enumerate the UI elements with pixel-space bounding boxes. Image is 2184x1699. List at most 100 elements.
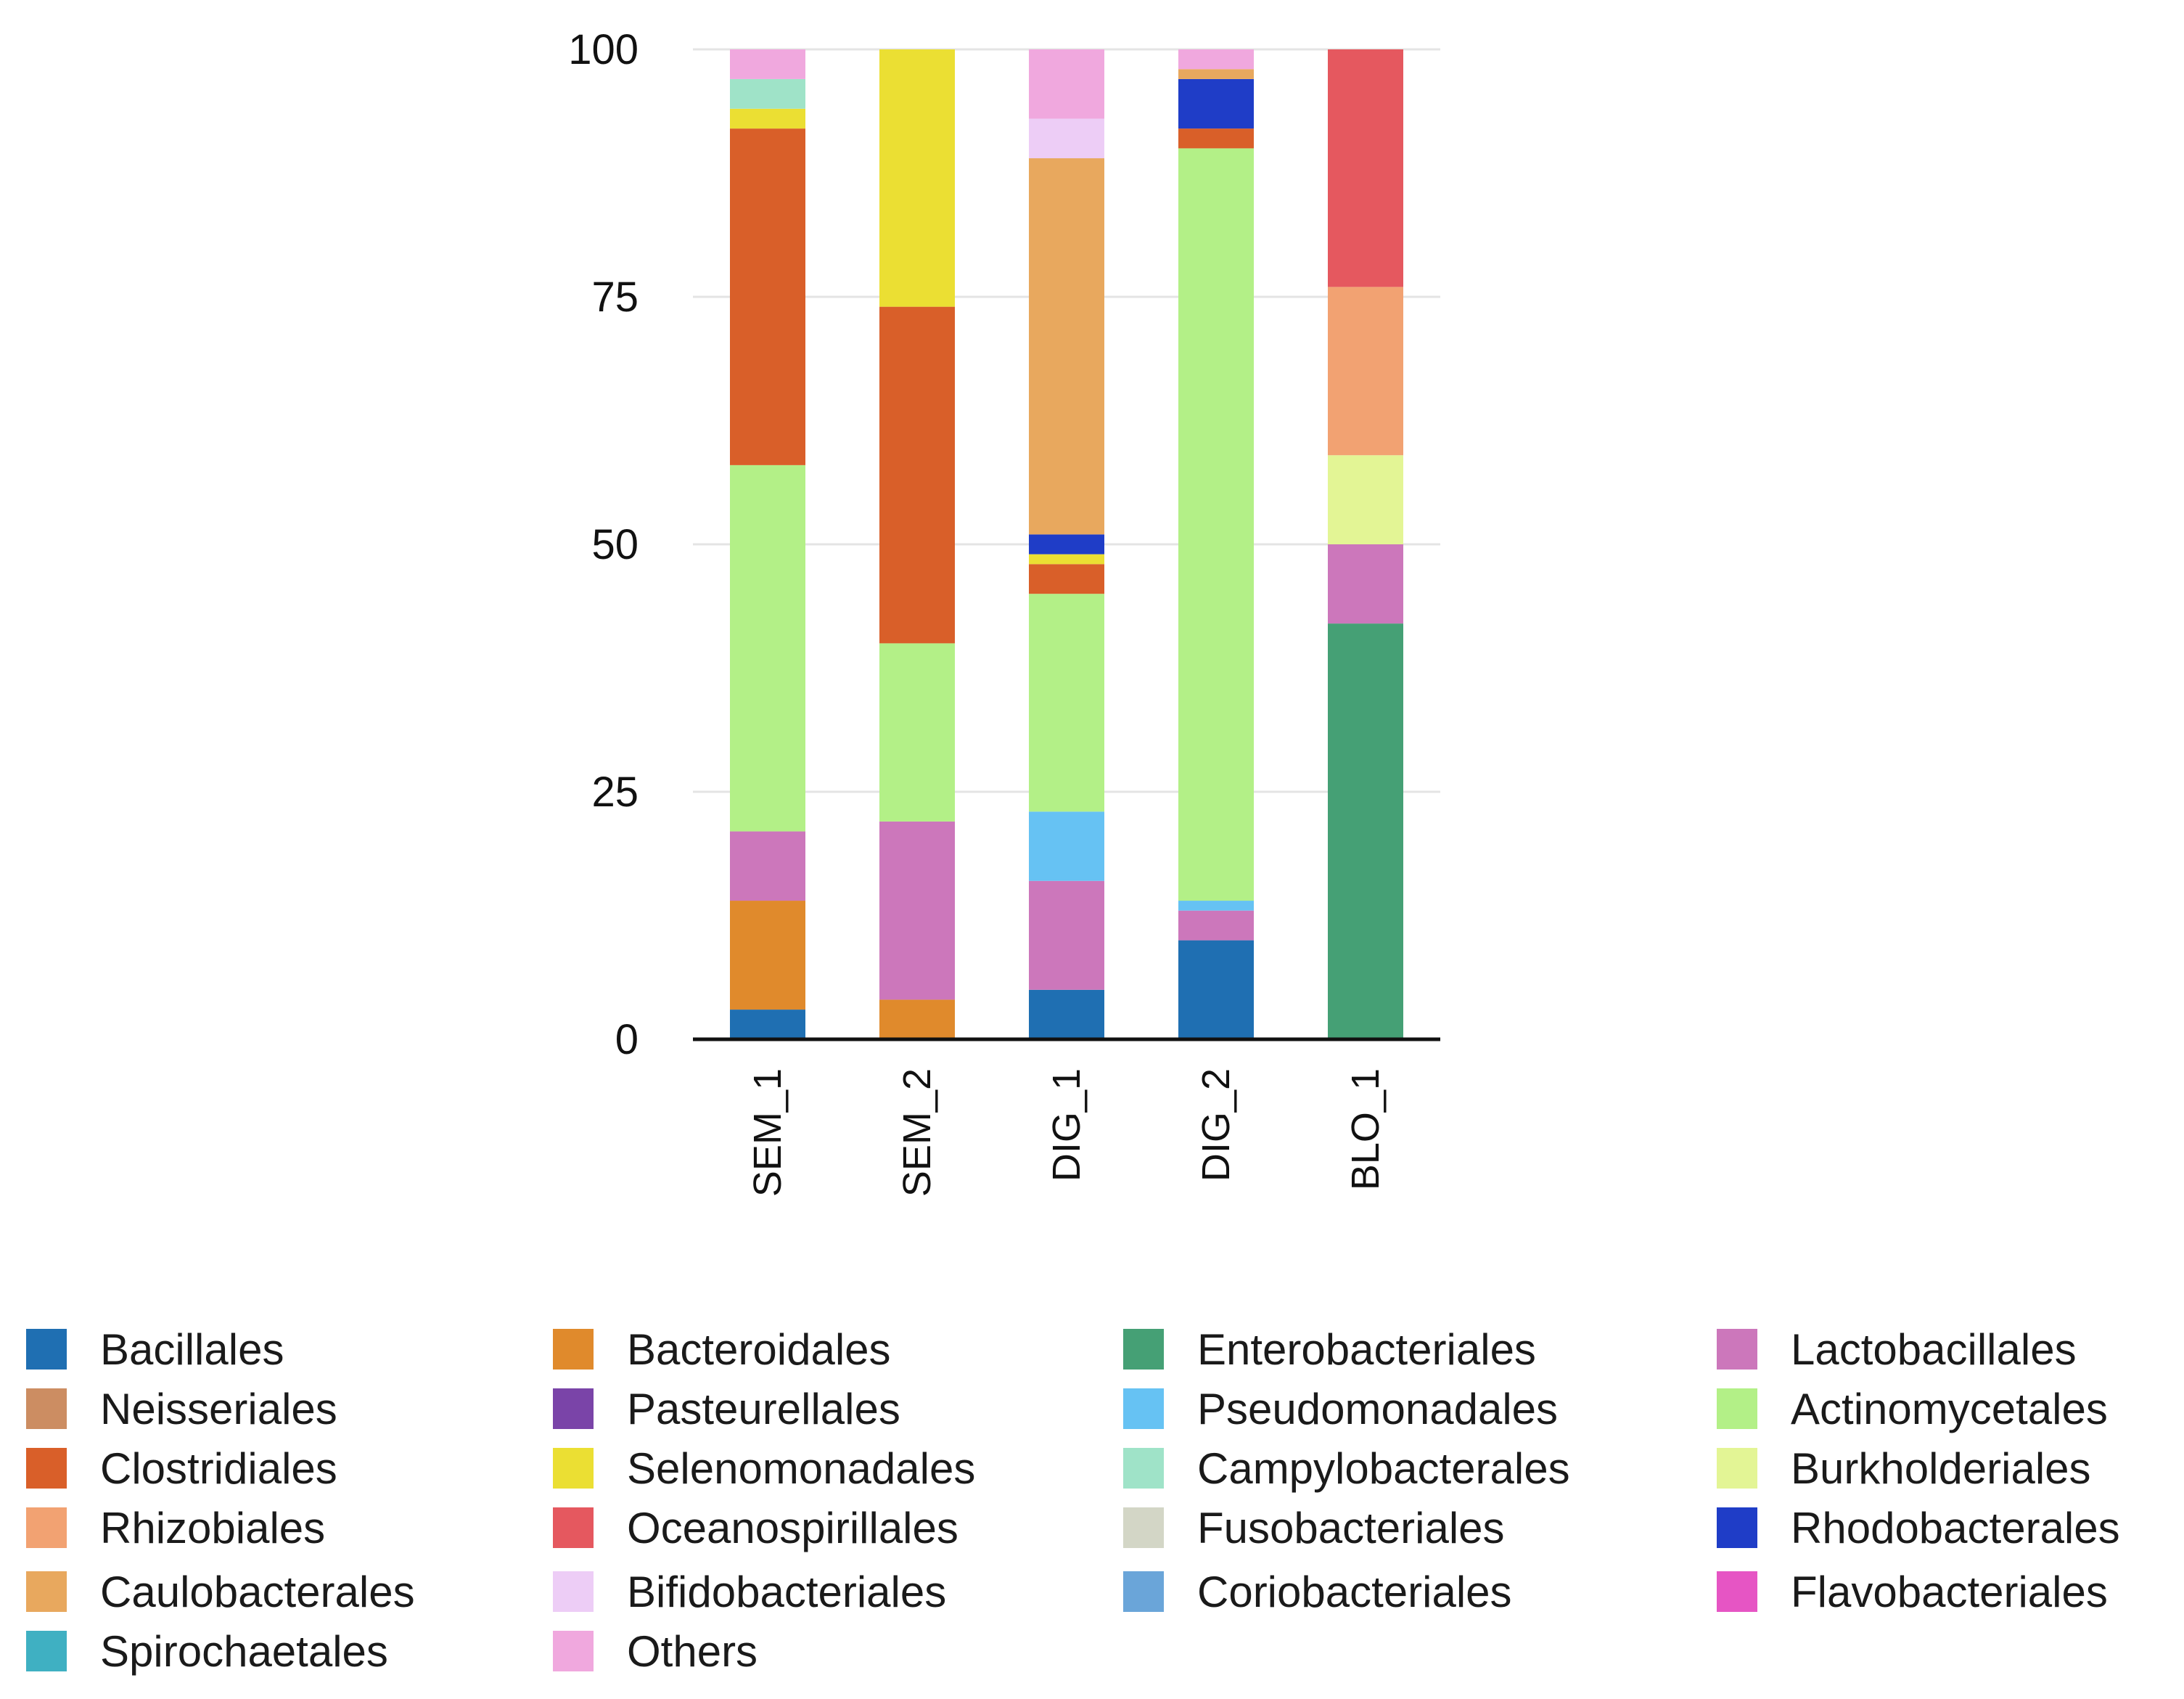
legend-swatch bbox=[1717, 1571, 1757, 1612]
x-category-label: DIG_2 bbox=[1194, 1068, 1238, 1182]
bar-segment-sem-1-actinomycetales bbox=[730, 464, 805, 832]
legend-label: Bifidobacteriales bbox=[627, 1567, 947, 1616]
legend-item-lactobacillales: Lactobacillales bbox=[1717, 1321, 2077, 1377]
legend-item-enterobacteriales: Enterobacteriales bbox=[1123, 1321, 1536, 1377]
bar-segment-sem-1-selenomonadales bbox=[730, 108, 805, 129]
y-tick-label: 25 bbox=[591, 769, 639, 816]
x-axis-labels: SEM_1 SEM_2 DIG_1 DIG_2 BLO_1 bbox=[746, 1068, 1387, 1197]
legend-label: Spirochaetales bbox=[100, 1626, 388, 1676]
bar-segment-dig-1-bifidobacteriales bbox=[1029, 118, 1104, 159]
bar-segment-dig-2-others bbox=[1178, 49, 1254, 70]
bar-segment-blo-1-lactobacillales bbox=[1328, 544, 1403, 624]
legend-label: Pseudomonadales bbox=[1197, 1384, 1559, 1433]
y-axis-ticks: 0 25 50 75 100 bbox=[568, 26, 639, 1063]
bar-segment-dig-1-others bbox=[1029, 49, 1104, 119]
y-tick-label: 50 bbox=[591, 521, 639, 568]
bar-segment-blo-1-oceanospirillales bbox=[1328, 49, 1403, 287]
legend-swatch bbox=[1717, 1507, 1757, 1548]
legend-item-campylobacterales: Campylobacterales bbox=[1123, 1440, 1570, 1497]
bar-segment-sem-1-bacteroidales bbox=[730, 901, 805, 1010]
legend-swatch bbox=[1717, 1388, 1757, 1429]
legend-swatch bbox=[1123, 1448, 1164, 1489]
bar-segment-dig-1-pseudomonadales bbox=[1029, 811, 1104, 881]
y-tick-label: 75 bbox=[591, 274, 639, 321]
x-category-label: SEM_1 bbox=[746, 1068, 789, 1197]
bar-segment-sem-1-others bbox=[730, 49, 805, 79]
legend-swatch bbox=[26, 1329, 67, 1370]
legend-swatch bbox=[26, 1571, 67, 1612]
x-category-label: DIG_1 bbox=[1045, 1068, 1088, 1182]
legend-item-burkholderiales: Burkholderiales bbox=[1717, 1440, 2091, 1497]
x-category-label: SEM_2 bbox=[895, 1068, 939, 1197]
legend-label: Oceanospirillales bbox=[627, 1503, 958, 1552]
bar-segment-sem-1-campylobacterales bbox=[730, 78, 805, 109]
bar-segment-dig-1-lactobacillales bbox=[1029, 880, 1104, 990]
legend-label: Lactobacillales bbox=[1791, 1325, 2077, 1374]
legend-item-bifidobacteriales: Bifidobacteriales bbox=[553, 1563, 946, 1620]
legend-item-actinomycetales: Actinomycetales bbox=[1717, 1380, 2108, 1437]
bar-segment-dig-1-bacillales bbox=[1029, 989, 1104, 1039]
bar-segment-sem-1-bacillales bbox=[730, 1010, 805, 1039]
legend-item-others: Others bbox=[553, 1623, 758, 1679]
legend-label: Enterobacteriales bbox=[1197, 1325, 1536, 1374]
legend-item-oceanospirillales: Oceanospirillales bbox=[553, 1499, 958, 1556]
legend-swatch bbox=[26, 1507, 67, 1548]
legend-label: Burkholderiales bbox=[1791, 1444, 2091, 1493]
x-category-label: BLO_1 bbox=[1344, 1068, 1387, 1190]
bar-segment-sem-2-clostridiales bbox=[879, 306, 955, 644]
legend-swatch bbox=[553, 1507, 594, 1548]
bar-segment-dig-1-caulobacterales bbox=[1029, 158, 1104, 535]
legend-swatch bbox=[1717, 1329, 1757, 1370]
bar-segment-sem-1-lactobacillales bbox=[730, 831, 805, 901]
bar-segment-dig-1-selenomonadales bbox=[1029, 554, 1104, 565]
legend-item-bacillales: Bacillales bbox=[26, 1321, 284, 1377]
y-tick-label: 100 bbox=[568, 26, 639, 73]
legend-swatch bbox=[26, 1388, 67, 1429]
legend-label: Pasteurellales bbox=[627, 1384, 900, 1433]
bar-segment-dig-2-pseudomonadales bbox=[1178, 901, 1254, 911]
legend-label: Caulobacterales bbox=[100, 1567, 415, 1616]
legend-item-flavobacteriales: Flavobacteriales bbox=[1717, 1563, 2108, 1620]
legend-item-clostridiales: Clostridiales bbox=[26, 1440, 337, 1497]
legend-label: Bacillales bbox=[100, 1325, 284, 1374]
bar-segment-dig-2-rhodobacterales bbox=[1178, 78, 1254, 129]
bar-segment-dig-2-bacillales bbox=[1178, 940, 1254, 1039]
legend-item-fusobacteriales: Fusobacteriales bbox=[1123, 1499, 1505, 1556]
bar-segment-dig-1-actinomycetales bbox=[1029, 594, 1104, 812]
legend-item-rhodobacterales: Rhodobacterales bbox=[1717, 1499, 2120, 1556]
legend-label: Fusobacteriales bbox=[1197, 1503, 1505, 1552]
legend: Bacillales Bacteroidales Enterobacteriales… bbox=[26, 1321, 2174, 1691]
bar-segment-sem-2-lactobacillales bbox=[879, 821, 955, 1000]
legend-item-neisseriales: Neisseriales bbox=[26, 1380, 337, 1437]
legend-swatch bbox=[26, 1448, 67, 1489]
legend-swatch bbox=[1123, 1388, 1164, 1429]
legend-label: Actinomycetales bbox=[1791, 1384, 2108, 1433]
legend-swatch bbox=[1717, 1448, 1757, 1489]
bar-segment-blo-1-rhizobiales bbox=[1328, 287, 1403, 456]
legend-item-spirochaetales: Spirochaetales bbox=[26, 1623, 388, 1679]
legend-label: Clostridiales bbox=[100, 1444, 337, 1493]
legend-label: Bacteroidales bbox=[627, 1325, 891, 1374]
bar-segment-sem-2-bacteroidales bbox=[879, 999, 955, 1039]
legend-swatch bbox=[26, 1631, 67, 1671]
legend-label: Neisseriales bbox=[100, 1384, 337, 1433]
legend-item-pseudomonadales: Pseudomonadales bbox=[1123, 1380, 1558, 1437]
legend-swatch bbox=[1123, 1329, 1164, 1370]
bar-segment-sem-2-selenomonadales bbox=[879, 49, 955, 307]
legend-label: Selenomonadales bbox=[627, 1444, 976, 1493]
legend-label: Flavobacteriales bbox=[1791, 1567, 2108, 1616]
legend-swatch bbox=[553, 1448, 594, 1489]
legend-label: Coriobacteriales bbox=[1197, 1567, 1512, 1616]
legend-item-bacteroidales: Bacteroidales bbox=[553, 1321, 891, 1377]
legend-label: Others bbox=[627, 1626, 758, 1676]
bar-segment-sem-1-clostridiales bbox=[730, 128, 805, 465]
bar-segment-dig-2-lactobacillales bbox=[1178, 910, 1254, 941]
legend-label: Rhizobiales bbox=[100, 1503, 326, 1552]
bar-segment-dig-2-caulobacterales bbox=[1178, 69, 1254, 79]
legend-item-coriobacteriales: Coriobacteriales bbox=[1123, 1563, 1512, 1620]
legend-item-pasteurellales: Pasteurellales bbox=[553, 1380, 900, 1437]
bar-segment-sem-2-actinomycetales bbox=[879, 643, 955, 822]
legend-label: Rhodobacterales bbox=[1791, 1503, 2120, 1552]
bar-segment-blo-1-burkholderiales bbox=[1328, 455, 1403, 544]
bar-segment-dig-2-actinomycetales bbox=[1178, 148, 1254, 901]
